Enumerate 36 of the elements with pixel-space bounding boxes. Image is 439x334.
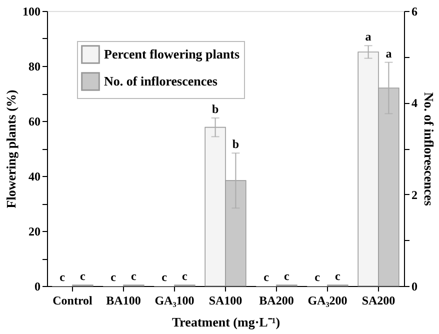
x-axis-title: Treatment (mg·L⁻¹) [172, 314, 280, 330]
data-label: c [264, 270, 270, 284]
data-label: c [335, 269, 342, 284]
x-tick-label: BA100 [106, 294, 141, 308]
x-tick-label: GA₃100 [154, 294, 194, 308]
data-label: c [60, 270, 66, 284]
legend-label: No. of inflorescences [104, 74, 218, 88]
y2-axis-title: No. of inflorescences [422, 92, 436, 206]
y-tick-label: 100 [22, 4, 40, 18]
x-tick-label: SA100 [208, 294, 242, 308]
x-tick-label: GA₃200 [308, 294, 348, 308]
data-label: a [386, 46, 392, 60]
data-label: c [131, 269, 138, 284]
data-label: c [314, 270, 321, 284]
y2-tick-label: 6 [412, 4, 418, 18]
data-label: b [212, 102, 219, 116]
y-tick-label: 40 [28, 170, 40, 184]
y-tick-label: 80 [28, 60, 40, 74]
x-tick-label: BA200 [259, 294, 294, 308]
x-tick-label: SA200 [362, 294, 396, 308]
data-label: b [232, 137, 240, 152]
y2-tick-label: 4 [412, 96, 418, 110]
y2-tick-label: 2 [412, 188, 418, 202]
x-tick-label: Control [52, 294, 94, 308]
data-label: c [110, 270, 117, 284]
data-label: c [162, 270, 168, 284]
data-label: c [284, 269, 290, 284]
y2-tick-label: 0 [412, 280, 418, 294]
y-tick-label: 60 [28, 114, 40, 128]
data-label: c [80, 269, 86, 284]
y-tick-label: 0 [34, 280, 40, 294]
y-tick-label: 20 [28, 224, 40, 238]
data-label: a [365, 30, 372, 44]
y-axis-title: Flowering plants (%) [4, 90, 18, 208]
legend-label: Percent flowering plants [104, 46, 240, 62]
data-label: c [182, 269, 188, 284]
